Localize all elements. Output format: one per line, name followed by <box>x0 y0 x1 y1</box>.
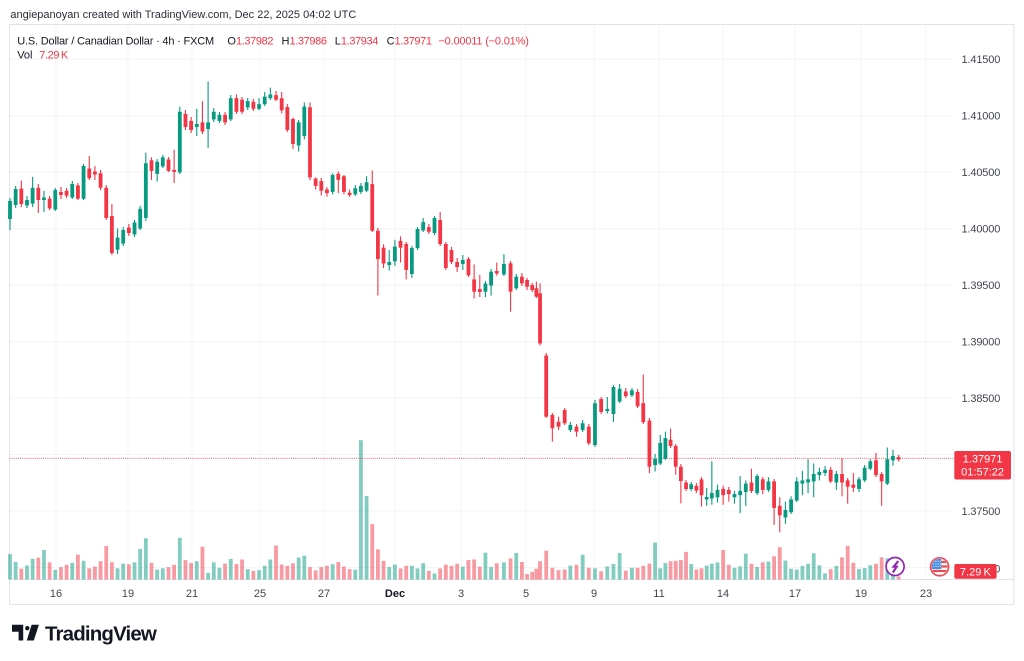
svg-text:27: 27 <box>318 588 330 600</box>
svg-text:1.37971: 1.37971 <box>963 453 1003 465</box>
svg-text:25: 25 <box>254 588 266 600</box>
svg-text:16: 16 <box>50 588 62 600</box>
svg-text:1.41000: 1.41000 <box>962 111 1001 123</box>
svg-text:−0.00011 (−0.01%): −0.00011 (−0.01%) <box>438 35 528 47</box>
svg-text:1.38500: 1.38500 <box>962 393 1001 405</box>
svg-text:C1.37971: C1.37971 <box>387 35 432 47</box>
svg-text:1.39500: 1.39500 <box>962 280 1001 292</box>
svg-text:7.29 K: 7.29 K <box>960 566 992 578</box>
svg-text:23: 23 <box>920 588 932 600</box>
svg-text:19: 19 <box>122 588 134 600</box>
svg-text:1.40500: 1.40500 <box>962 167 1001 179</box>
svg-text:19: 19 <box>855 588 867 600</box>
svg-text:1.40000: 1.40000 <box>962 224 1001 236</box>
svg-text:Vol: Vol <box>17 50 32 62</box>
svg-text:3: 3 <box>458 588 464 600</box>
svg-text:angiepanoyan created with Trad: angiepanoyan created with TradingView.co… <box>10 9 356 21</box>
svg-text:01:57:22: 01:57:22 <box>961 467 1004 479</box>
svg-text:1.39000: 1.39000 <box>962 337 1001 349</box>
svg-text:U.S. Dollar / Canadian Dollar: U.S. Dollar / Canadian Dollar · 4h · FXC… <box>17 35 214 47</box>
svg-text:11: 11 <box>653 588 664 600</box>
svg-text:L1.37934: L1.37934 <box>335 35 378 47</box>
svg-text:O1.37982: O1.37982 <box>227 35 273 47</box>
svg-text:14: 14 <box>717 588 729 600</box>
svg-text:H1.37986: H1.37986 <box>282 35 327 47</box>
svg-text:1.37500: 1.37500 <box>962 506 1001 518</box>
svg-text:7.29 K: 7.29 K <box>39 50 69 62</box>
svg-text:17: 17 <box>789 588 801 600</box>
svg-text:Dec: Dec <box>385 588 405 600</box>
svg-text:21: 21 <box>186 588 198 600</box>
svg-text:TradingView: TradingView <box>45 622 157 645</box>
svg-text:9: 9 <box>591 588 597 600</box>
svg-text:1.41500: 1.41500 <box>962 54 1001 66</box>
svg-text:5: 5 <box>523 588 529 600</box>
